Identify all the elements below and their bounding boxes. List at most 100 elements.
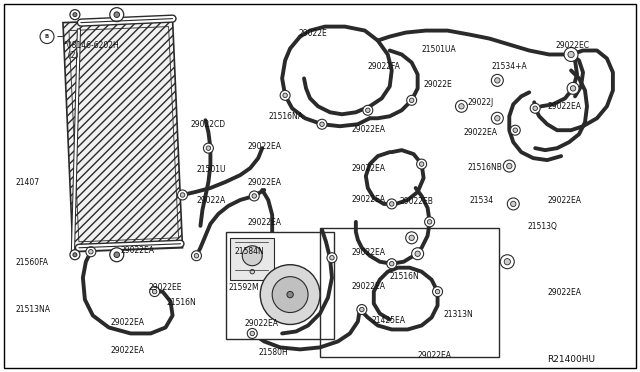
Circle shape xyxy=(390,262,394,266)
Circle shape xyxy=(110,8,124,22)
Text: 29022EE: 29022EE xyxy=(148,283,182,292)
Bar xyxy=(320,228,499,357)
Text: R21400HU: R21400HU xyxy=(547,355,595,364)
Circle shape xyxy=(204,143,213,153)
Circle shape xyxy=(406,95,417,105)
Circle shape xyxy=(456,100,467,112)
Circle shape xyxy=(70,10,80,20)
Circle shape xyxy=(492,74,503,86)
Circle shape xyxy=(410,98,414,103)
Circle shape xyxy=(282,286,298,302)
Text: 29022E: 29022E xyxy=(424,80,452,89)
Text: 29022EA: 29022EA xyxy=(247,218,281,227)
Circle shape xyxy=(70,250,80,260)
Circle shape xyxy=(424,217,435,227)
Circle shape xyxy=(86,247,96,257)
Circle shape xyxy=(567,82,579,94)
Text: 29022EA: 29022EA xyxy=(352,195,386,204)
Text: 21425EA: 21425EA xyxy=(372,315,406,324)
Circle shape xyxy=(327,253,337,263)
Circle shape xyxy=(530,103,540,113)
Circle shape xyxy=(330,256,334,260)
Circle shape xyxy=(280,90,290,100)
Circle shape xyxy=(503,160,515,172)
Text: 29022J: 29022J xyxy=(467,98,493,108)
Text: 29022EA: 29022EA xyxy=(111,318,145,327)
Circle shape xyxy=(363,105,373,115)
Circle shape xyxy=(415,251,420,256)
Text: 21534+A: 21534+A xyxy=(492,62,527,71)
Text: 29022A: 29022A xyxy=(196,196,226,205)
Text: 29022EA: 29022EA xyxy=(547,288,581,296)
Circle shape xyxy=(357,305,367,314)
Circle shape xyxy=(564,48,578,61)
Circle shape xyxy=(533,106,538,110)
Circle shape xyxy=(417,159,427,169)
Polygon shape xyxy=(63,19,182,252)
Circle shape xyxy=(243,246,262,266)
Text: 29022EA: 29022EA xyxy=(352,164,386,173)
Text: B: B xyxy=(45,34,49,39)
Text: 29022EC: 29022EC xyxy=(555,41,589,49)
Text: 21516NB: 21516NB xyxy=(467,163,502,172)
Circle shape xyxy=(568,51,574,58)
Bar xyxy=(230,238,274,280)
Circle shape xyxy=(360,307,364,312)
Circle shape xyxy=(250,331,255,336)
Circle shape xyxy=(40,30,54,44)
Text: 29022EA: 29022EA xyxy=(247,178,281,187)
Text: 29022EA: 29022EA xyxy=(121,246,155,255)
Circle shape xyxy=(247,328,257,339)
Text: °08146-6202H
  (2): °08146-6202H (2) xyxy=(63,41,118,60)
Circle shape xyxy=(114,252,120,257)
Circle shape xyxy=(492,112,503,124)
Circle shape xyxy=(412,248,424,260)
Circle shape xyxy=(287,291,293,298)
Text: 29022EA: 29022EA xyxy=(247,142,281,151)
Text: 29022FA: 29022FA xyxy=(368,62,401,71)
Circle shape xyxy=(459,104,464,109)
Circle shape xyxy=(152,289,157,294)
Circle shape xyxy=(435,289,440,294)
Text: 29022EA: 29022EA xyxy=(418,352,452,360)
Text: 29022E: 29022E xyxy=(298,29,327,38)
Circle shape xyxy=(504,259,511,265)
Circle shape xyxy=(495,116,500,121)
Text: 29022EA: 29022EA xyxy=(352,248,386,257)
Circle shape xyxy=(317,119,327,129)
Text: 21313N: 21313N xyxy=(444,310,474,318)
Circle shape xyxy=(320,122,324,126)
Circle shape xyxy=(513,128,518,132)
Circle shape xyxy=(249,191,259,201)
Bar xyxy=(227,232,334,339)
Text: 29022EA: 29022EA xyxy=(111,346,145,355)
Circle shape xyxy=(428,219,432,224)
Circle shape xyxy=(387,259,397,269)
Text: 21501U: 21501U xyxy=(196,165,226,174)
Text: 21580H: 21580H xyxy=(258,349,288,357)
Circle shape xyxy=(73,253,77,257)
Circle shape xyxy=(510,125,520,135)
Text: 29022EA: 29022EA xyxy=(547,102,581,111)
Circle shape xyxy=(507,163,512,169)
Text: 21407: 21407 xyxy=(15,178,39,187)
Text: 21584N: 21584N xyxy=(234,247,264,256)
Circle shape xyxy=(260,265,320,324)
Text: 29022EA: 29022EA xyxy=(352,282,386,291)
Text: 21516N: 21516N xyxy=(390,272,419,281)
Text: 29022EB: 29022EB xyxy=(400,197,433,206)
Circle shape xyxy=(114,12,120,17)
Text: 29022EA: 29022EA xyxy=(352,125,386,134)
Circle shape xyxy=(570,86,576,91)
Circle shape xyxy=(88,250,93,254)
Circle shape xyxy=(406,232,418,244)
Circle shape xyxy=(511,201,516,206)
Circle shape xyxy=(283,93,287,97)
Circle shape xyxy=(180,193,185,197)
Text: 21560FA: 21560FA xyxy=(15,258,48,267)
Text: 21513Q: 21513Q xyxy=(527,222,557,231)
Text: 21534: 21534 xyxy=(469,196,493,205)
Circle shape xyxy=(495,78,500,83)
Circle shape xyxy=(206,146,211,150)
Circle shape xyxy=(150,286,159,296)
